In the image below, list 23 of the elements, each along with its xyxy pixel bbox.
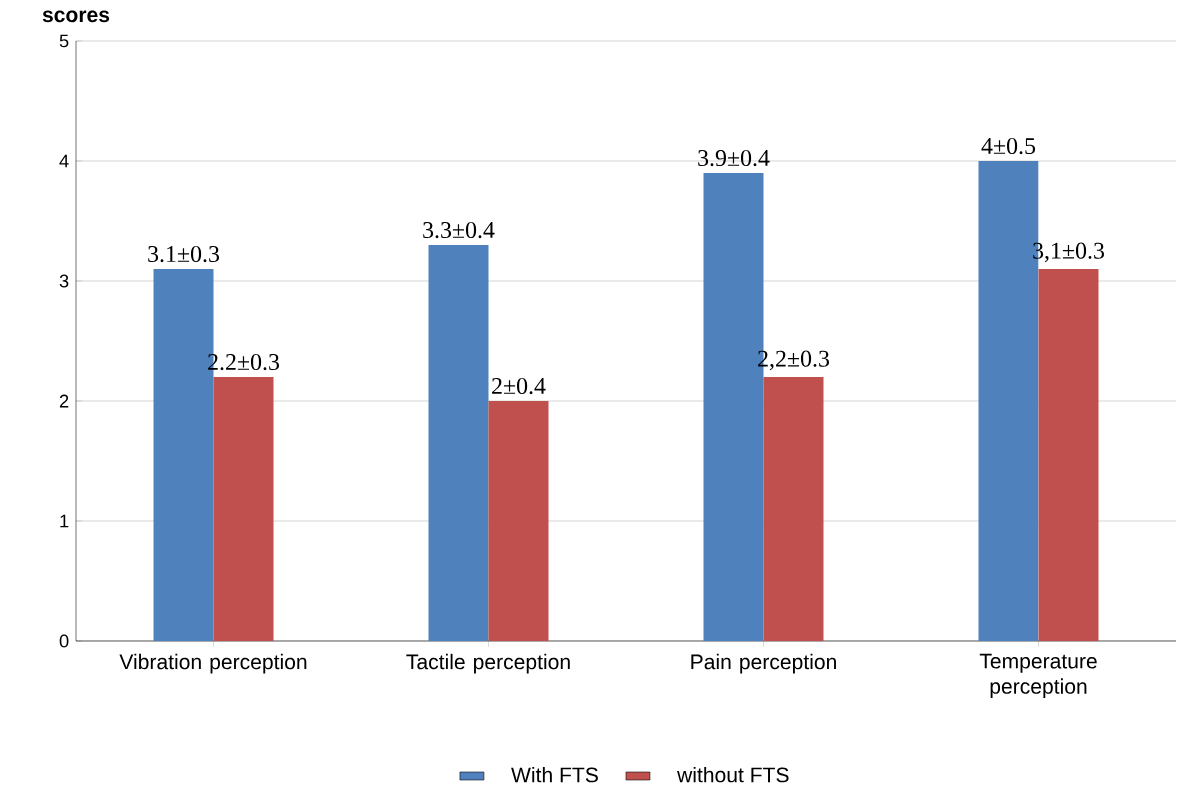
data-label: 3.9±0.4 — [698, 150, 770, 167]
bar — [1038, 269, 1099, 642]
legend-label: With FTS — [511, 767, 598, 783]
data-label: 2±0.4 — [492, 378, 546, 395]
bar — [488, 401, 549, 642]
data-label: 4±0.5 — [981, 138, 1036, 155]
bar — [213, 377, 274, 642]
y-tick-label: 3 — [59, 274, 69, 288]
x-tick-label: Pain perception — [691, 653, 836, 674]
y-axis-title: scores — [42, 10, 110, 23]
y-tick-label: 0 — [59, 634, 69, 648]
bar — [428, 245, 489, 642]
y-tick-label: 4 — [59, 154, 69, 168]
y-tick-label: 1 — [60, 514, 69, 528]
x-tick-label: Tactile perception — [406, 653, 570, 674]
x-tick-label: Temperature perception — [979, 653, 1097, 699]
x-tick-label: Vibration perception — [119, 653, 307, 674]
y-tick-label: 2 — [59, 394, 69, 408]
data-label: 3.3±0.4 — [423, 222, 495, 239]
legend-label: without FTS — [677, 767, 789, 783]
y-tick-label: 5 — [59, 34, 69, 48]
bar — [763, 377, 824, 642]
data-label: 3.1±0.3 — [148, 246, 220, 263]
